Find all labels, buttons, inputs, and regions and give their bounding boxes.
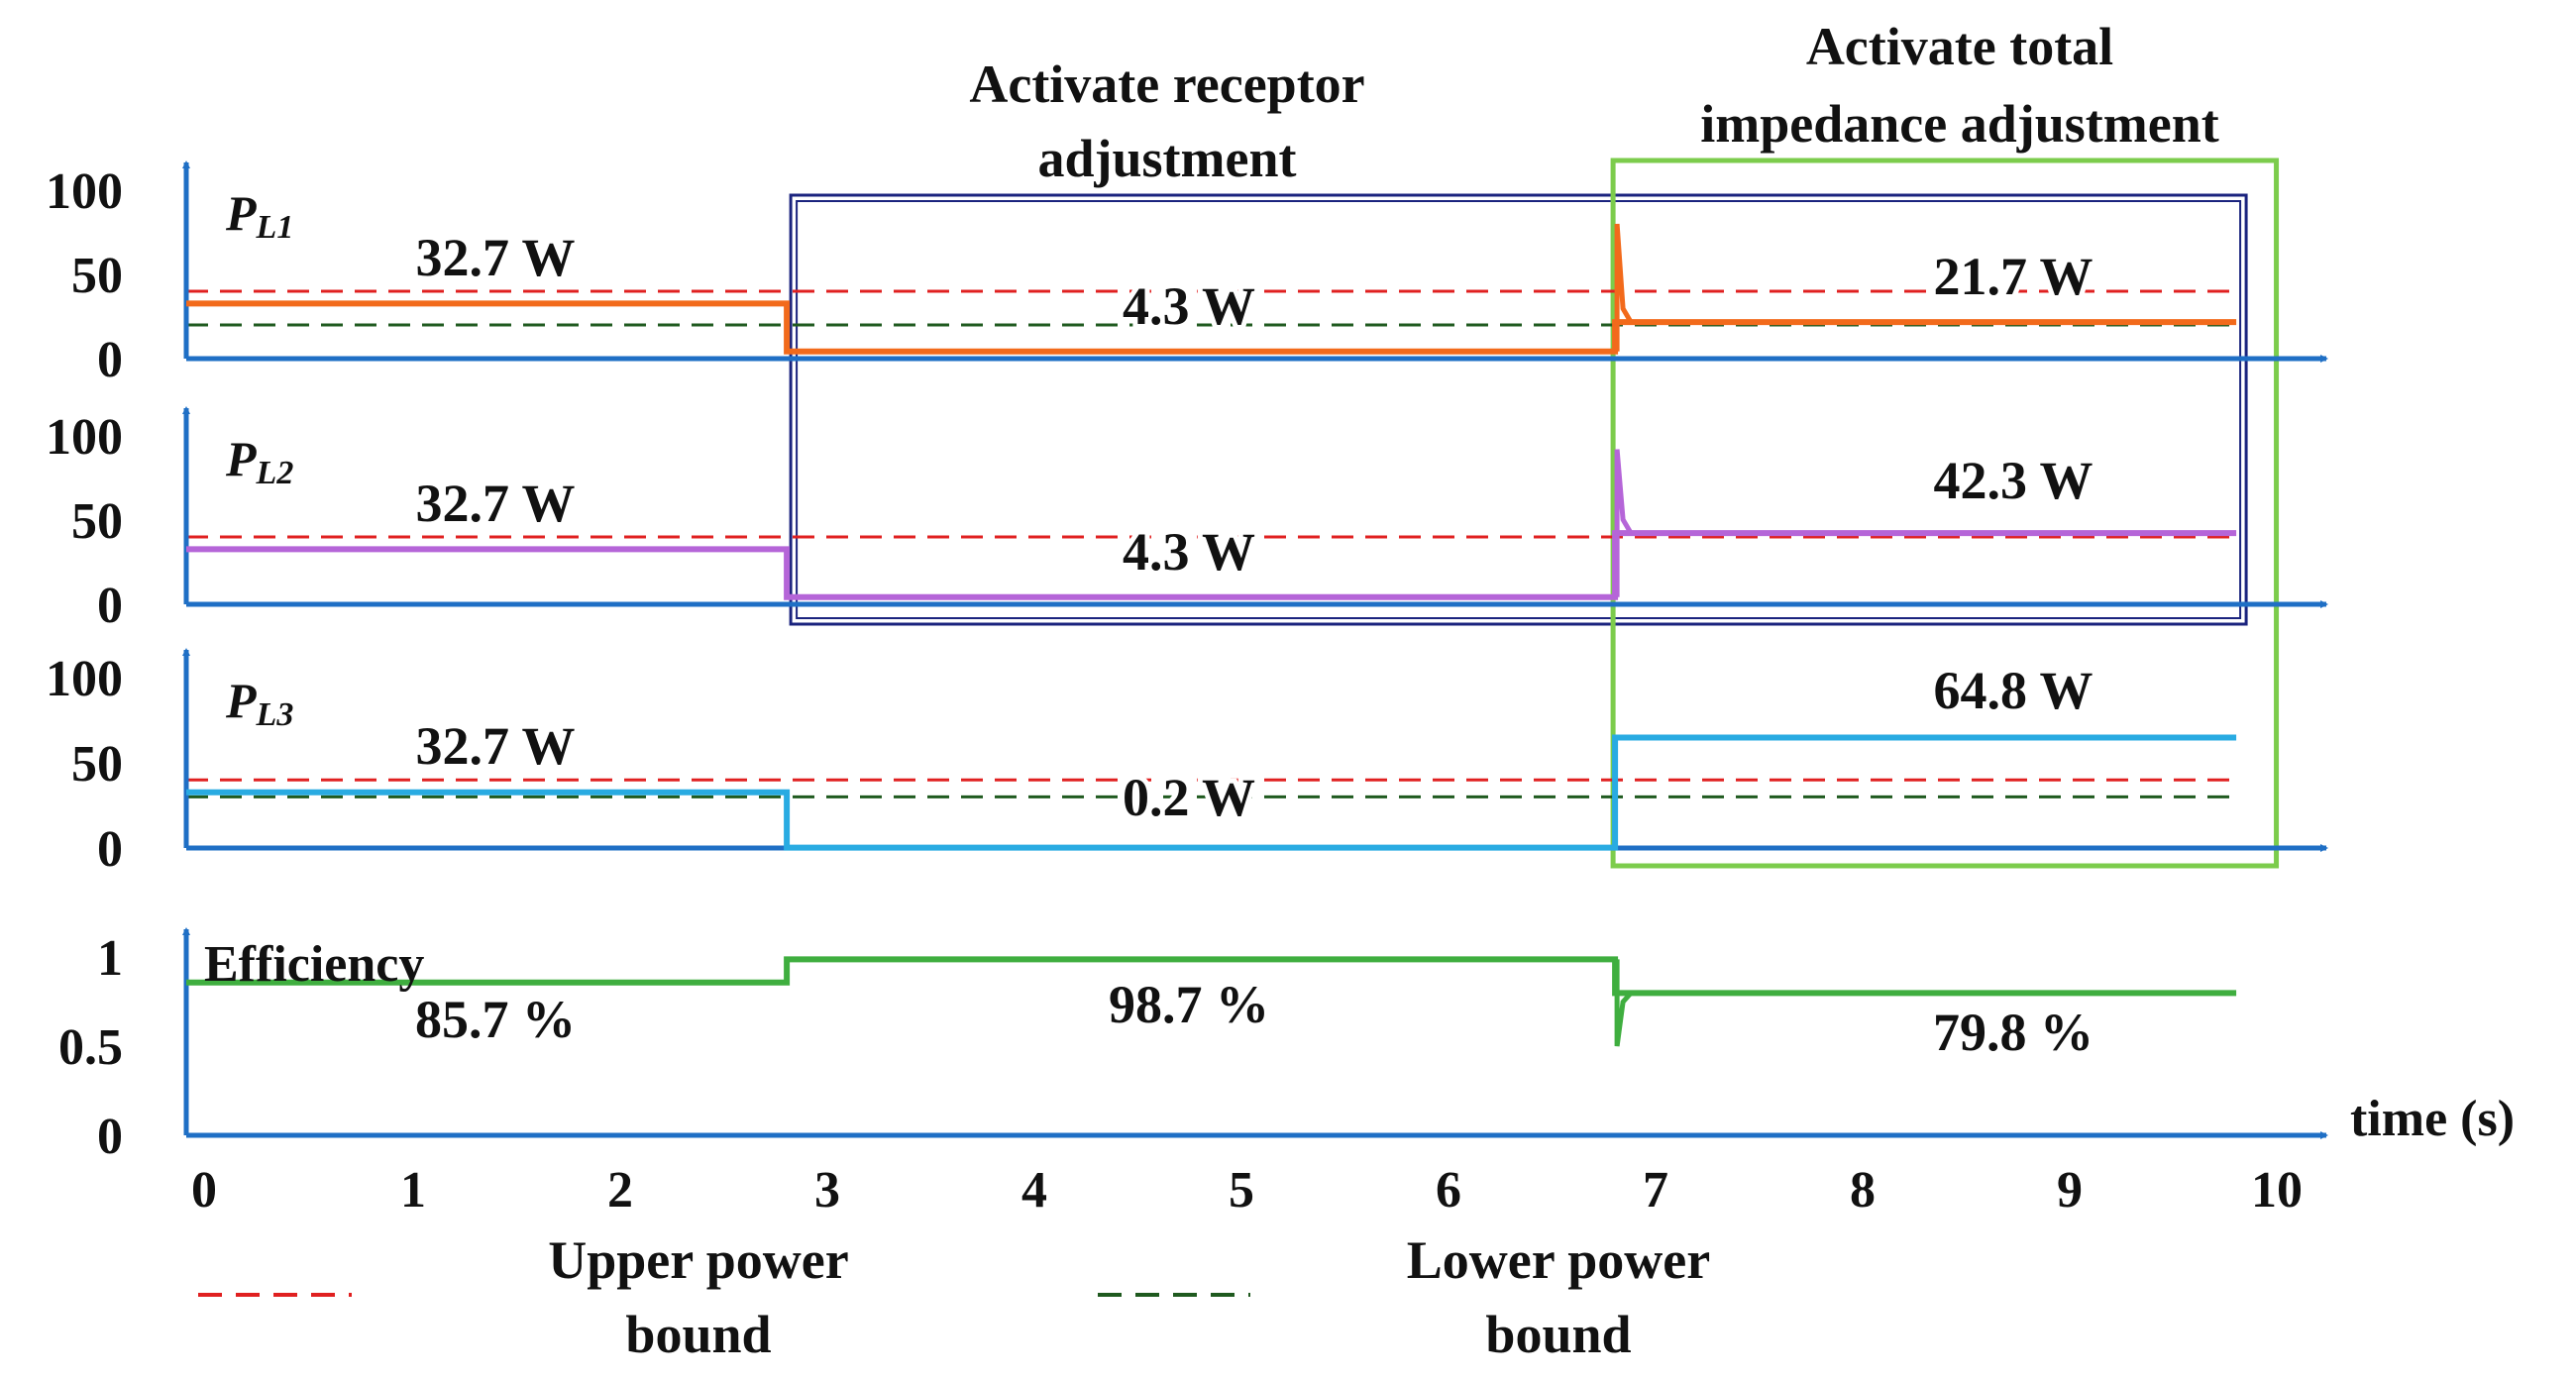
- value-label-PL3-1: 0.2 W: [1123, 768, 1255, 827]
- y-tick-label-PL2: 0: [97, 578, 123, 634]
- y-tick-label-PL3: 0: [97, 821, 123, 878]
- y-tick-label-PL2: 100: [46, 409, 123, 466]
- impedance-adjustment-box: [1610, 158, 2280, 869]
- y-tick-label-PL1: 50: [71, 248, 123, 304]
- x-tick-label: 8: [1850, 1162, 1876, 1219]
- y-tick-label-EFF: 1: [97, 930, 123, 987]
- series-line-PL2: [186, 530, 2237, 600]
- value-label-PL1-1: 4.3 W: [1123, 276, 1255, 336]
- legend-label-0-line2: bound: [625, 1305, 771, 1364]
- panel-label-PL2: PL2: [225, 431, 293, 491]
- impedance-annotation-line2: impedance adjustment: [1700, 94, 2219, 154]
- x-tick-label: 10: [2251, 1162, 2303, 1219]
- transient-spike-PL1: [1614, 223, 1634, 352]
- receptor-adjustment-box-inner: [796, 200, 2242, 619]
- receptor-annotation-line2: adjustment: [1037, 129, 1296, 188]
- x-tick-label: 9: [2057, 1162, 2083, 1219]
- receptor-annotation-line1: Activate receptor: [969, 54, 1364, 114]
- value-label-PL3-2: 64.8 W: [1933, 661, 2093, 720]
- value-label-EFF-1: 98.7 %: [1109, 975, 1269, 1034]
- y-tick-label-PL3: 100: [46, 651, 123, 707]
- transient-dip-EFF: [1614, 959, 1633, 1047]
- value-label-PL1-0: 32.7 W: [415, 228, 575, 287]
- y-tick-label-PL2: 50: [71, 493, 123, 550]
- y-tick-label-EFF: 0: [97, 1109, 123, 1165]
- x-tick-label: 7: [1643, 1162, 1668, 1219]
- value-label-PL2-0: 32.7 W: [415, 474, 575, 533]
- x-tick-label: 1: [400, 1162, 426, 1219]
- series-line-EFF: [186, 956, 2237, 997]
- value-label-PL3-0: 32.7 W: [415, 716, 575, 776]
- series-line-PL3: [186, 734, 2237, 851]
- impedance-annotation-line1: Activate total: [1806, 17, 2113, 76]
- value-label-PL1-2: 21.7 W: [1933, 247, 2093, 306]
- value-label-EFF-2: 79.8 %: [1933, 1003, 2093, 1062]
- x-tick-label: 5: [1229, 1162, 1254, 1219]
- receptor-adjustment-box: [789, 193, 2248, 626]
- legend-label-1-line2: bound: [1485, 1305, 1631, 1364]
- y-tick-label-PL3: 50: [71, 736, 123, 793]
- x-tick-label: 6: [1436, 1162, 1461, 1219]
- y-tick-label-PL1: 0: [97, 332, 123, 388]
- transient-spike-PL2: [1614, 449, 1634, 597]
- panel-label-PL1: PL1: [225, 185, 293, 246]
- y-tick-label-PL1: 100: [46, 163, 123, 220]
- series-line-PL1: [186, 300, 2237, 355]
- value-label-PL2-1: 4.3 W: [1123, 522, 1255, 582]
- y-tick-label-EFF: 0.5: [58, 1019, 123, 1076]
- x-tick-label: 4: [1021, 1162, 1047, 1219]
- x-tick-label: 0: [191, 1162, 217, 1219]
- panel-label-EFF: Efficiency: [204, 936, 424, 993]
- panel-label-PL3: PL3: [225, 673, 293, 733]
- legend-label-0-line1: Upper power: [548, 1230, 849, 1290]
- x-tick-label: 3: [814, 1162, 840, 1219]
- x-tick-label: 2: [607, 1162, 633, 1219]
- value-label-PL2-2: 42.3 W: [1933, 451, 2093, 510]
- legend-label-1-line1: Lower power: [1407, 1230, 1710, 1290]
- value-label-EFF-0: 85.7 %: [415, 990, 576, 1049]
- x-axis-label: time (s): [2350, 1091, 2515, 1147]
